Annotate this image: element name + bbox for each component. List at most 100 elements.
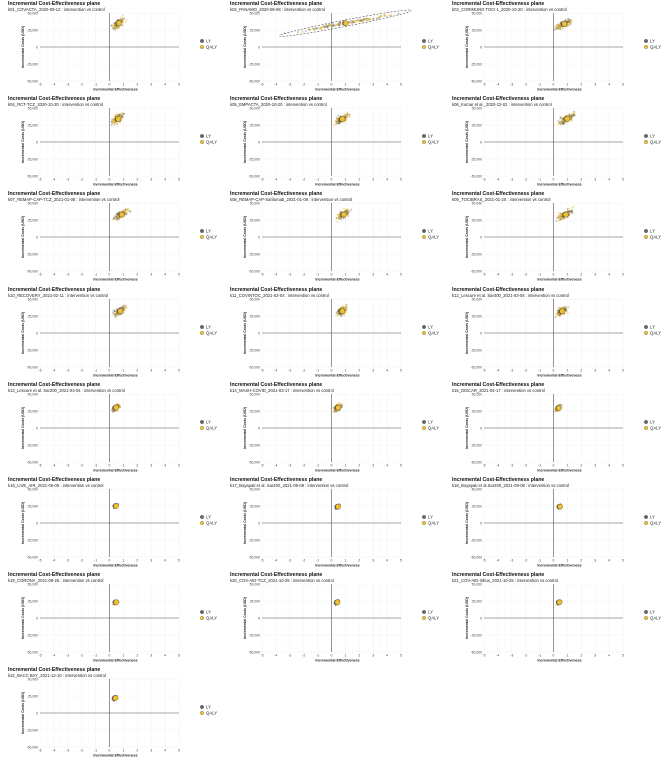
legend-qaly-marker <box>200 140 204 144</box>
legend-qaly-marker <box>200 331 204 335</box>
qaly-point <box>344 122 346 124</box>
y-tick-label: 25,000 <box>28 123 38 127</box>
x-tick-label: -4 <box>52 559 55 563</box>
legend-qaly-marker <box>200 616 204 620</box>
qaly-point <box>125 21 127 23</box>
ly-point <box>111 123 113 125</box>
ly-point <box>336 218 338 220</box>
y-tick-label: 50,000 <box>250 11 260 15</box>
qaly-point <box>123 311 125 313</box>
legend-ly-marker <box>200 515 204 519</box>
x-tick-label: -2 <box>302 178 305 182</box>
legend-qaly-marker <box>644 521 648 525</box>
x-tick-label: -4 <box>496 83 499 87</box>
x-tick-label: 3 <box>594 178 596 182</box>
qaly-point <box>336 23 338 25</box>
qaly-point <box>336 221 338 223</box>
x-tick-label: -2 <box>80 749 83 753</box>
x-tick-label: -2 <box>80 559 83 563</box>
x-tick-label: 2 <box>358 83 360 87</box>
x-tick-label: 1 <box>122 368 124 372</box>
y-tick-label: 25,000 <box>472 409 482 413</box>
legend-label: LY <box>206 610 211 615</box>
x-tick-label: 0 <box>331 368 333 372</box>
x-tick-label: 2 <box>580 559 582 563</box>
x-tick-label: -3 <box>510 654 513 658</box>
x-tick-label: -3 <box>510 178 513 182</box>
legend-ly-marker <box>200 134 204 138</box>
x-tick-label: 4 <box>164 749 166 753</box>
y-tick-label: 25,000 <box>472 504 482 508</box>
y-tick-label: 25,000 <box>28 314 38 318</box>
legend-ly-marker <box>200 39 204 43</box>
ly-point <box>114 29 116 31</box>
qaly-mean-point <box>560 308 565 313</box>
qaly-mean-point <box>563 212 568 217</box>
x-tick-label: 2 <box>136 178 138 182</box>
x-tick-label: 2 <box>136 654 138 658</box>
x-tick-label: -1 <box>94 178 97 182</box>
ly-point <box>116 216 118 218</box>
y-tick-label: 25,000 <box>472 123 482 127</box>
qaly-point <box>559 26 561 28</box>
y-tick-label: -25,000 <box>27 729 39 733</box>
y-tick-label: 50,000 <box>250 106 260 110</box>
y-tick-label: -50,000 <box>471 650 483 654</box>
ly-point <box>567 306 569 308</box>
y-axis-label: Incremental Costs (USD) <box>465 25 469 68</box>
qaly-point <box>347 112 349 114</box>
x-tick-label: 0 <box>331 654 333 658</box>
legend-ly-marker <box>644 39 648 43</box>
legend-qaly-marker <box>422 331 426 335</box>
qaly-point <box>336 310 338 312</box>
x-tick-label: -4 <box>52 463 55 467</box>
x-tick-label: 2 <box>580 178 582 182</box>
x-tick-label: 3 <box>150 749 152 753</box>
y-tick-label: -50,000 <box>27 79 39 83</box>
y-tick-label: 50,000 <box>472 392 482 396</box>
qaly-point <box>128 210 130 212</box>
ly-point <box>111 124 113 126</box>
x-tick-label: -3 <box>66 559 69 563</box>
x-tick-label: -4 <box>52 273 55 277</box>
y-tick-label: 50,000 <box>28 678 38 682</box>
y-tick-label: 50,000 <box>28 106 38 110</box>
y-tick-label: -25,000 <box>249 538 261 542</box>
y-tick-label: 0 <box>480 236 482 240</box>
legend-label: QALY <box>206 45 217 50</box>
x-tick-label: 5 <box>400 83 402 87</box>
y-tick-label: 0 <box>36 616 38 620</box>
y-tick-label: 0 <box>36 712 38 716</box>
x-tick-label: 1 <box>344 83 346 87</box>
x-tick-label: 1 <box>122 178 124 182</box>
x-tick-label: -4 <box>274 83 277 87</box>
x-tick-label: -3 <box>66 463 69 467</box>
qaly-point <box>114 27 116 29</box>
legend-qaly-marker <box>422 236 426 240</box>
qaly-point <box>354 22 356 24</box>
x-tick-label: -1 <box>94 654 97 658</box>
qaly-point <box>118 219 120 221</box>
x-tick-label: 4 <box>386 83 388 87</box>
x-tick-label: 3 <box>150 178 152 182</box>
x-tick-label: 1 <box>344 368 346 372</box>
y-axis-label: Incremental Costs (USD) <box>21 406 25 449</box>
x-tick-label: -3 <box>66 178 69 182</box>
x-tick-label: 4 <box>386 178 388 182</box>
y-tick-label: 0 <box>480 331 482 335</box>
legend-label: LY <box>650 39 655 44</box>
qaly-point <box>335 121 337 123</box>
qaly-point <box>558 216 560 218</box>
x-tick-label: 3 <box>372 559 374 563</box>
